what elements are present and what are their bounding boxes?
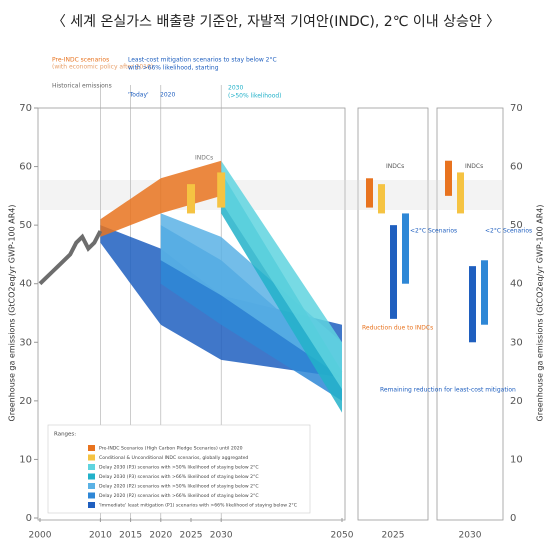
- legend-swatch: [88, 473, 95, 480]
- y-tick-label: 50: [19, 220, 32, 231]
- indc-bar: [187, 184, 195, 214]
- legend-label: Delay 2020 (P2) scenarios with >50% like…: [99, 484, 259, 490]
- panel-bar: [469, 266, 476, 343]
- annotation: Reduction due to INDCs: [362, 325, 433, 332]
- y2-tick-label: 70: [510, 103, 523, 114]
- y-tick-label: 40: [19, 279, 32, 290]
- y-tick-label: 20: [19, 396, 32, 407]
- legend-swatch: [88, 502, 95, 508]
- scenario-band: [100, 160, 222, 237]
- annotation: Remaining reduction for least-cost mitig…: [380, 387, 516, 394]
- y-tick-label: 0: [26, 513, 32, 524]
- legend-label: 'Immediate' least mitigation (P1) scenar…: [99, 503, 297, 509]
- panel-label: 2025: [382, 531, 405, 541]
- y-tick-label: 60: [19, 162, 32, 173]
- y-tick-label: 70: [19, 103, 32, 114]
- x-tick-label: 2020: [149, 531, 172, 541]
- x-tick-label: 2015: [119, 531, 142, 541]
- panel-bar: [481, 260, 488, 325]
- panel-note: <2°C Scenarios: [485, 228, 532, 235]
- legend-label: Conditional & Unconditional INDC scenari…: [99, 455, 248, 461]
- legend-label: Delay 2030 (P3) scenarios with >66% like…: [99, 474, 259, 480]
- panel-note: <2°C Scenarios: [410, 228, 457, 235]
- annotation: (with economic policy after 2010): [52, 64, 153, 71]
- scenario-band: [221, 160, 342, 390]
- chart-title: 〈 세계 온실가스 배출량 기준안, 자발적 기여안(INDC), 2℃ 이내 …: [52, 14, 500, 30]
- legend-label: Delay 2030 (P3) scenarios with >50% like…: [99, 465, 259, 471]
- y2-tick-label: 20: [510, 396, 523, 407]
- legend-label: Delay 2020 (P2) scenarios with >66% like…: [99, 493, 259, 499]
- panel-bar: [445, 160, 452, 196]
- annotation: INDCs: [195, 155, 213, 162]
- panel-frame: [436, 107, 504, 521]
- annotation: 'Today': [128, 92, 149, 99]
- x-tick-label: 2000: [29, 531, 52, 541]
- legend-swatch: [88, 483, 95, 489]
- annotation: 2020: [160, 92, 175, 99]
- legend-label: Pre-INDC Scenarios (High Carbon Pledge S…: [99, 446, 243, 452]
- x-tick-label: 2050: [331, 531, 354, 541]
- x-tick-label: 2025: [180, 531, 203, 541]
- panel-indc: INDCs: [465, 163, 483, 170]
- legend-swatch: [88, 492, 95, 499]
- y2-axis-label: Greenhouse ga emissions (GtCO2eq/yr GWP-…: [536, 205, 545, 422]
- annotation: Historical emissions: [52, 83, 112, 90]
- panel-bar: [378, 184, 385, 214]
- legend-swatch: [88, 454, 95, 461]
- panel-label: 2030: [459, 531, 482, 541]
- panel-bar: [402, 213, 409, 284]
- reference-band: [40, 180, 503, 210]
- y-axis-label: Greenhouse ga emissions (GtCO2eq/yr GWP-…: [8, 205, 17, 422]
- annotation: Pre-INDC scenarios: [52, 57, 109, 64]
- indc-bar: [217, 172, 226, 208]
- y2-tick-label: 10: [510, 454, 523, 465]
- y-tick-label: 30: [19, 337, 32, 348]
- panel-bar: [366, 178, 373, 208]
- panel-bar: [390, 225, 397, 319]
- annotation: 2030: [228, 85, 243, 92]
- annotation: with >66% likelihood, starting: [128, 65, 219, 72]
- historical-line: [38, 230, 103, 286]
- legend-swatch: [88, 464, 95, 470]
- legend-swatch: [88, 445, 95, 451]
- y2-tick-label: 40: [510, 279, 523, 290]
- legend-title: Ranges:: [54, 432, 76, 438]
- y2-tick-label: 0: [510, 513, 516, 524]
- x-tick-label: 2010: [89, 531, 112, 541]
- panel-bar: [457, 172, 464, 214]
- annotation: Least-cost mitigation scenarios to stay …: [128, 57, 277, 64]
- y2-tick-label: 60: [510, 162, 523, 173]
- y2-tick-label: 50: [510, 220, 523, 231]
- y-tick-label: 10: [19, 454, 32, 465]
- x-tick-label: 2030: [210, 531, 233, 541]
- y2-tick-label: 30: [510, 337, 523, 348]
- panel-frame: [357, 107, 429, 521]
- annotation: (>50% likelihood): [228, 93, 282, 100]
- panel-indc: INDCs: [386, 163, 404, 170]
